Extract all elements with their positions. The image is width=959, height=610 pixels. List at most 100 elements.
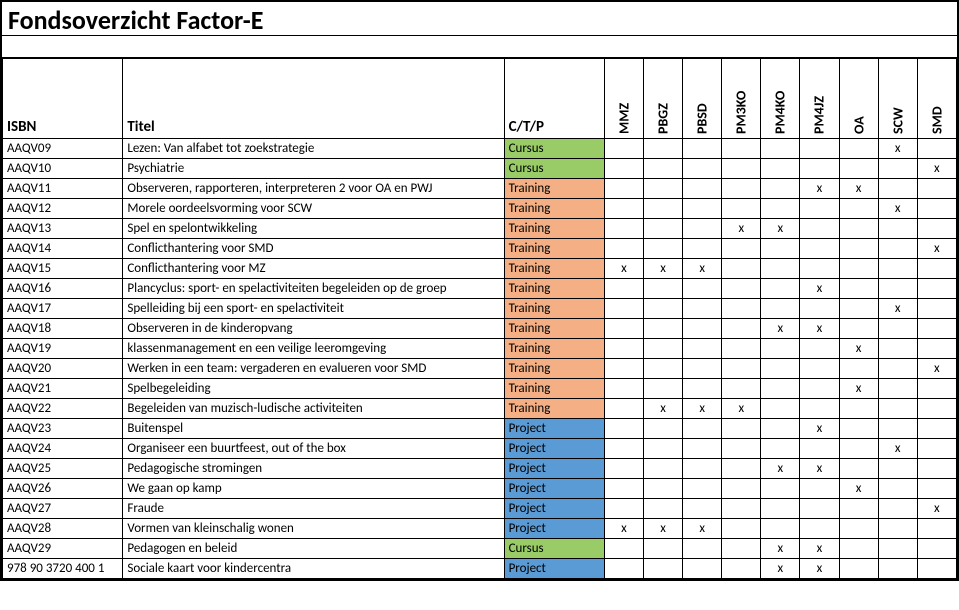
cell-flag <box>643 419 682 439</box>
cell-ctp: Training <box>504 279 604 299</box>
cell-flag: x <box>761 459 800 479</box>
cell-titel: Pedagogen en beleid <box>123 539 504 559</box>
cell-flag <box>800 339 839 359</box>
cell-flag: x <box>643 399 682 419</box>
table-row: AAQV23BuitenspelProjectx <box>3 419 957 439</box>
cell-flag: x <box>722 219 761 239</box>
cell-flag <box>722 299 761 319</box>
cell-flag <box>839 539 878 559</box>
cell-isbn: AAQV15 <box>3 259 123 279</box>
cell-flag: x <box>800 319 839 339</box>
cell-flag <box>917 479 956 499</box>
table-row: AAQV12Morele oordeelsvorming voor SCWTra… <box>3 199 957 219</box>
table-row: AAQV15Conflicthantering voor MZTrainingx… <box>3 259 957 279</box>
cell-flag <box>643 139 682 159</box>
cell-flag <box>839 239 878 259</box>
spreadsheet-container: Fondsoverzicht Factor-E ISBN Titel C/T/P… <box>0 0 959 581</box>
cell-flag <box>683 419 722 439</box>
cell-isbn: AAQV26 <box>3 479 123 499</box>
cell-ctp: Training <box>504 219 604 239</box>
cell-titel: Werken in een team: vergaderen en evalue… <box>123 359 504 379</box>
cell-titel: Spelbegeleiding <box>123 379 504 399</box>
cell-flag <box>683 279 722 299</box>
header-flag-7-label: SCW <box>889 107 906 134</box>
cell-flag <box>643 379 682 399</box>
header-flag-4-label: PM4KO <box>772 91 789 134</box>
cell-isbn: AAQV18 <box>3 319 123 339</box>
cell-flag <box>604 159 643 179</box>
table-row: AAQV27FraudeProjectx <box>3 499 957 519</box>
cell-flag <box>800 359 839 379</box>
cell-flag <box>683 359 722 379</box>
data-table: ISBN Titel C/T/P MMZ PBGZ PBSD PM3KO PM4… <box>2 58 957 579</box>
cell-flag <box>917 299 956 319</box>
cell-isbn: AAQV29 <box>3 539 123 559</box>
cell-flag <box>643 479 682 499</box>
cell-ctp: Training <box>504 259 604 279</box>
cell-flag <box>839 419 878 439</box>
cell-flag <box>839 439 878 459</box>
cell-flag <box>643 279 682 299</box>
cell-flag <box>761 199 800 219</box>
cell-flag <box>604 219 643 239</box>
cell-flag <box>839 499 878 519</box>
cell-ctp: Project <box>504 439 604 459</box>
cell-flag <box>839 399 878 419</box>
table-row: AAQV29Pedagogen en beleidCursusxx <box>3 539 957 559</box>
cell-ctp: Training <box>504 339 604 359</box>
cell-flag <box>683 539 722 559</box>
header-flag-4: PM4KO <box>761 59 800 139</box>
cell-flag <box>604 559 643 579</box>
cell-ctp: Training <box>504 319 604 339</box>
table-row: AAQV10PsychiatrieCursusx <box>3 159 957 179</box>
cell-flag <box>722 499 761 519</box>
cell-flag: x <box>839 379 878 399</box>
cell-flag <box>761 399 800 419</box>
cell-flag <box>683 159 722 179</box>
header-flag-6-label: OA <box>850 116 867 134</box>
cell-flag <box>643 359 682 379</box>
cell-flag <box>878 499 917 519</box>
cell-titel: Plancyclus: sport- en spelactiviteiten b… <box>123 279 504 299</box>
cell-isbn: 978 90 3720 400 1 <box>3 559 123 579</box>
cell-flag <box>839 519 878 539</box>
cell-flag <box>604 379 643 399</box>
cell-isbn: AAQV19 <box>3 339 123 359</box>
cell-flag: x <box>878 299 917 319</box>
cell-flag: x <box>839 479 878 499</box>
cell-flag <box>761 499 800 519</box>
header-flag-8: SMD <box>917 59 956 139</box>
cell-flag <box>604 199 643 219</box>
cell-titel: Spel en spelontwikkeling <box>123 219 504 239</box>
cell-flag: x <box>800 279 839 299</box>
cell-flag <box>800 259 839 279</box>
cell-ctp: Cursus <box>504 539 604 559</box>
cell-flag: x <box>800 459 839 479</box>
cell-flag <box>643 199 682 219</box>
cell-flag <box>878 179 917 199</box>
cell-flag <box>839 219 878 239</box>
cell-flag <box>683 239 722 259</box>
cell-flag <box>878 279 917 299</box>
header-titel: Titel <box>123 59 504 139</box>
table-body: AAQV09Lezen: Van alfabet tot zoekstrateg… <box>3 139 957 579</box>
cell-flag <box>604 539 643 559</box>
header-flag-5: PM4JZ <box>800 59 839 139</box>
cell-flag <box>761 419 800 439</box>
cell-flag <box>800 519 839 539</box>
cell-isbn: AAQV20 <box>3 359 123 379</box>
cell-flag <box>683 139 722 159</box>
cell-isbn: AAQV16 <box>3 279 123 299</box>
cell-flag <box>683 179 722 199</box>
cell-isbn: AAQV10 <box>3 159 123 179</box>
header-flag-7: SCW <box>878 59 917 139</box>
cell-flag <box>917 519 956 539</box>
cell-titel: Conflicthantering voor MZ <box>123 259 504 279</box>
cell-flag <box>683 319 722 339</box>
cell-ctp: Project <box>504 419 604 439</box>
cell-flag <box>722 479 761 499</box>
cell-ctp: Cursus <box>504 139 604 159</box>
cell-flag <box>878 219 917 239</box>
cell-flag <box>604 459 643 479</box>
spacer-row <box>2 36 957 58</box>
